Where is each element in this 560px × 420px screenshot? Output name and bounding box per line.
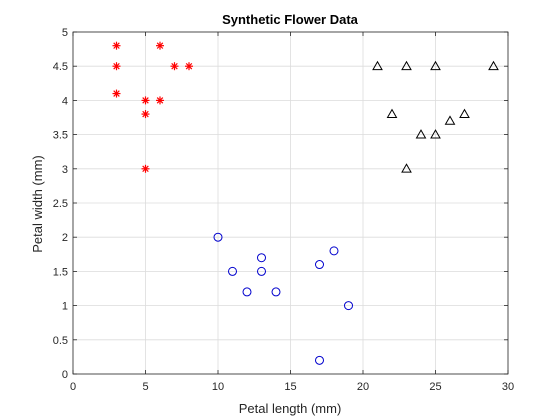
- triangle-point: [386, 108, 398, 118]
- x-tick-label: 30: [502, 381, 514, 393]
- y-tick-label: 4.5: [53, 61, 68, 73]
- asterisk-point: [141, 164, 150, 173]
- y-tick-label: 5: [62, 27, 68, 39]
- circle-point: [315, 355, 324, 365]
- circle-point: [213, 232, 223, 242]
- triangle-point: [415, 129, 427, 139]
- y-axis-label: Petal width (mm): [30, 155, 45, 253]
- y-tick-label: 1: [62, 301, 68, 313]
- ticks: 0 5 10 15 20 25 30 0 0.5 1 1.5 2 2.5 3 3.5 4 4.5 5: [53, 27, 514, 393]
- x-tick-label: 0: [70, 381, 76, 393]
- y-tick-label: 0.5: [53, 335, 68, 347]
- triangle-point: [372, 60, 383, 71]
- asterisk-point: [156, 96, 164, 105]
- x-tick-label: 20: [357, 381, 369, 393]
- y-tick-label: 3.5: [53, 130, 68, 142]
- asterisk-point: [141, 110, 150, 119]
- y-tick-label: 4: [62, 95, 68, 107]
- triangle-point: [430, 129, 441, 139]
- triangle-point: [459, 108, 470, 118]
- asterisk-point: [156, 41, 164, 50]
- triangle-point: [401, 60, 412, 71]
- asterisk-point: [170, 62, 179, 71]
- x-tick-label: 15: [284, 381, 296, 393]
- x-tick-label: 5: [142, 381, 148, 393]
- circle-point: [271, 287, 281, 297]
- data-points: [112, 41, 499, 365]
- x-axis-label: Petal length (mm): [239, 401, 342, 416]
- circle-point: [344, 301, 353, 311]
- x-tick-label: 10: [212, 381, 224, 393]
- chart-title: Synthetic Flower Data: [222, 12, 359, 27]
- y-tick-label: 2.5: [53, 198, 68, 210]
- y-tick-label: 2: [62, 232, 68, 244]
- y-tick-label: 1.5: [53, 266, 68, 278]
- triangle-point: [444, 115, 456, 125]
- asterisk-point: [112, 41, 121, 50]
- circle-point: [228, 266, 237, 276]
- x-tick-label: 25: [429, 381, 441, 393]
- triangle-point: [401, 163, 412, 173]
- circle-point: [315, 260, 324, 270]
- asterisk-point: [141, 96, 150, 105]
- triangle-point: [430, 60, 441, 71]
- circle-point: [242, 287, 252, 297]
- asterisk-point: [112, 89, 121, 98]
- asterisk-point: [185, 62, 193, 71]
- y-tick-label: 3: [62, 164, 68, 176]
- y-tick-label: 0: [62, 369, 68, 381]
- circle-point: [329, 246, 339, 256]
- triangle-point: [488, 60, 499, 71]
- circle-point: [257, 266, 266, 276]
- circle-point: [257, 253, 266, 263]
- asterisk-point: [112, 62, 121, 71]
